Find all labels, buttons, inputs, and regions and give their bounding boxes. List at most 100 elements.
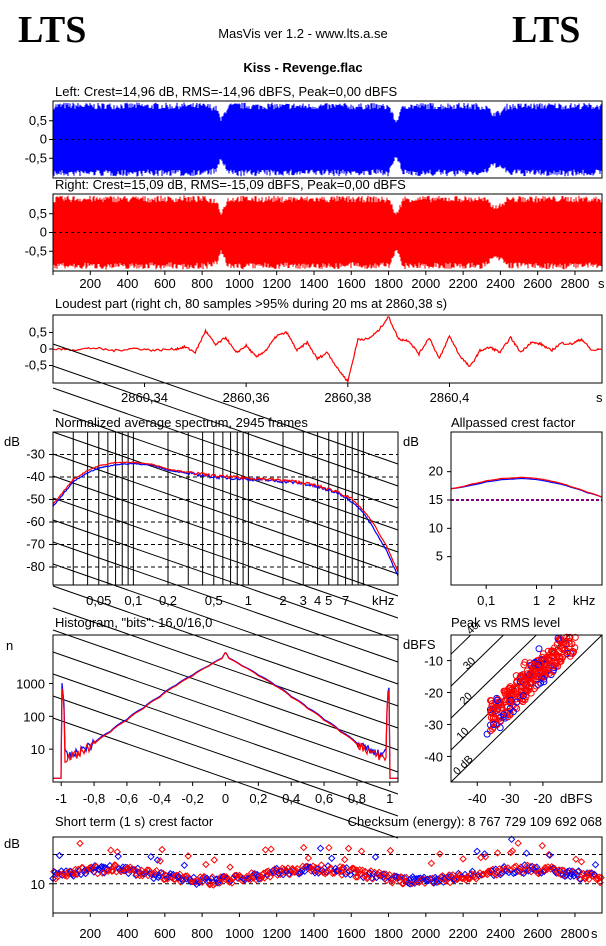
shortcrest-point [157,868,165,877]
left-waveform [53,102,602,177]
shortcrest-point [519,869,528,878]
shortcrest-point [261,846,270,854]
shortcrest-point [361,867,369,876]
spectrum-ytick-label: -30 [26,447,45,462]
peakrms-point [544,647,552,655]
peakrms-diagonal [450,634,537,719]
peakrms-diagonal-label: 20 [458,690,475,707]
shortcrest-xtick-label: 1400 [300,926,329,941]
histogram-ylabel: n [6,638,13,653]
shortcrest-point [459,855,467,863]
peakrms-title: Peak vs RMS level [451,615,560,630]
shortcrest-point [325,843,333,852]
peakrms-point [498,707,506,715]
histogram-frame [52,634,399,783]
shortcrest-point [344,844,353,853]
loudest-ytick-label: 0 [40,341,47,356]
shortcrest-point [546,851,554,859]
peakrms-point [565,640,573,648]
shortcrest-point [506,848,515,857]
shortcrest-point [297,868,305,877]
shortcrest-point [304,854,313,862]
shortcrest-point [560,872,569,880]
spectrum-xtick-label: 7 [342,593,349,608]
spectrum-xtick-label: 0,05 [86,593,111,608]
histogram-xtick-label: -0,6 [116,791,138,806]
peakrms-point [563,650,571,658]
peakrms-point [559,653,567,661]
peakrms-point [521,675,529,683]
shortcrest-point [313,865,322,873]
right-ytick-label: 0,5 [29,206,47,221]
peakrms-point [542,653,550,661]
peakrms-point [552,660,560,668]
peakrms-point [571,644,579,652]
shortcrest-point [371,853,380,861]
shortcrest-point [210,856,219,864]
shortcrest-point [591,860,600,869]
right-xunit: s [598,276,605,291]
peakrms-diagonal [450,634,504,687]
shortcrest-point [436,850,444,858]
peakrms-point [532,663,540,671]
shortcrest-xtick-label: 2400 [486,926,515,941]
spectrum-slope-line [52,717,399,839]
spectrum-slope-line [52,563,399,685]
spectrum-xtick-label: 0,2 [159,593,177,608]
peakrms-point [496,724,504,732]
left-ytick-label: -0,5 [25,150,47,165]
shortcrest-xtick-label: 2000 [411,926,440,941]
peakrms-point [500,711,507,719]
shortcrest-point [508,847,517,855]
peakrms-point [558,645,566,653]
shortcrest-point [327,854,336,863]
shortcrest-point [513,867,521,876]
histogram-xtick-label: 0,4 [282,791,300,806]
shortcrest-point [340,855,349,864]
shortcrest-point [150,868,159,877]
shortcrest-point [427,859,436,868]
histogram-xtick-label: 1 [386,791,393,806]
shortcrest-point [408,879,416,888]
allpass-xtick-label: 1 [533,593,540,608]
shortcrest-point [574,867,583,875]
shortcrest-point [332,867,341,875]
right-xtick-label: 2400 [486,276,515,291]
shortcrest-point [147,852,155,861]
spectrum-slope-line [52,651,399,773]
shortcrest-point [89,864,97,872]
right-xtick-label: 800 [191,276,213,291]
shortcrest-point [480,850,489,858]
spectrum-mask [0,431,52,586]
shortcrest-xtick-label: 2800 [561,926,590,941]
shortcrest-point [500,862,508,871]
peakrms-point [521,658,529,666]
loudest-ytick-label: -0,5 [25,358,47,373]
spectrum-xtick-label: 0,5 [205,593,223,608]
peakrms-xtick-label: -20 [534,791,553,806]
shortcrest-point [173,871,181,880]
shortcrest-point [435,877,443,886]
allpass-xtick-label: 0,1 [477,593,495,608]
peakrms-point [483,730,491,738]
shortcrest-point [409,873,417,881]
left-title: Left: Crest=14,96 dB, RMS=-14,96 dBFS, P… [55,84,397,99]
peakrms-point [526,685,534,693]
spectrum-xtick-label: 0,1 [124,593,142,608]
allpass-ytick-label: 5 [436,549,443,564]
shortcrest-point [465,875,474,883]
peakrms-point [532,682,540,690]
right-xtick-label: 2800 [561,276,590,291]
peakrms-ytick-label: -30 [424,717,443,732]
allpass-ytick-label: 20 [429,464,443,479]
shortcrest-point [327,864,335,872]
histogram-xtick-label: 0,2 [249,791,267,806]
spectrum-xtick-label: 1 [245,593,252,608]
allpass-xtick-label: 2 [548,593,555,608]
right-xtick-label: 1200 [262,276,291,291]
shortcrest-checksum: Checksum (energy): 8 767 729 109 692 068 [348,814,602,829]
allpass-ylabel: dB [403,434,419,449]
shortcrest-point [80,866,89,875]
shortcrest-point [192,880,201,889]
right-ytick-label: -0,5 [25,243,47,258]
